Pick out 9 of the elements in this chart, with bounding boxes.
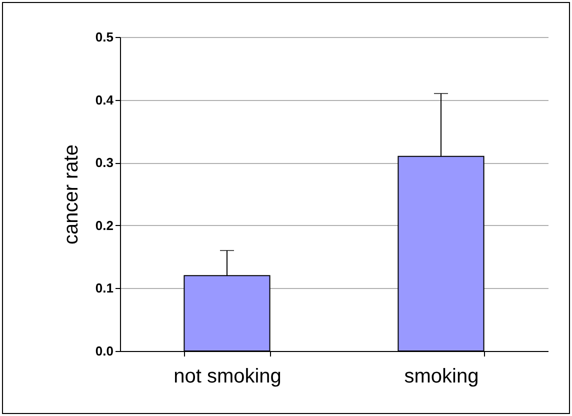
y-tick-label: 0.5	[95, 30, 114, 44]
y-tick-label: 0.1	[95, 280, 114, 296]
y-tick-label: 0.4	[95, 92, 114, 108]
y-axis-title: cancer rate	[60, 144, 82, 245]
y-tick-label: 0.0	[95, 344, 114, 358]
x-tick-label: not smoking	[174, 366, 282, 388]
y-tick-label: 0.3	[95, 155, 114, 170]
y-tick-label: 0.2	[95, 218, 114, 233]
x-tick-label: smoking	[404, 366, 479, 388]
